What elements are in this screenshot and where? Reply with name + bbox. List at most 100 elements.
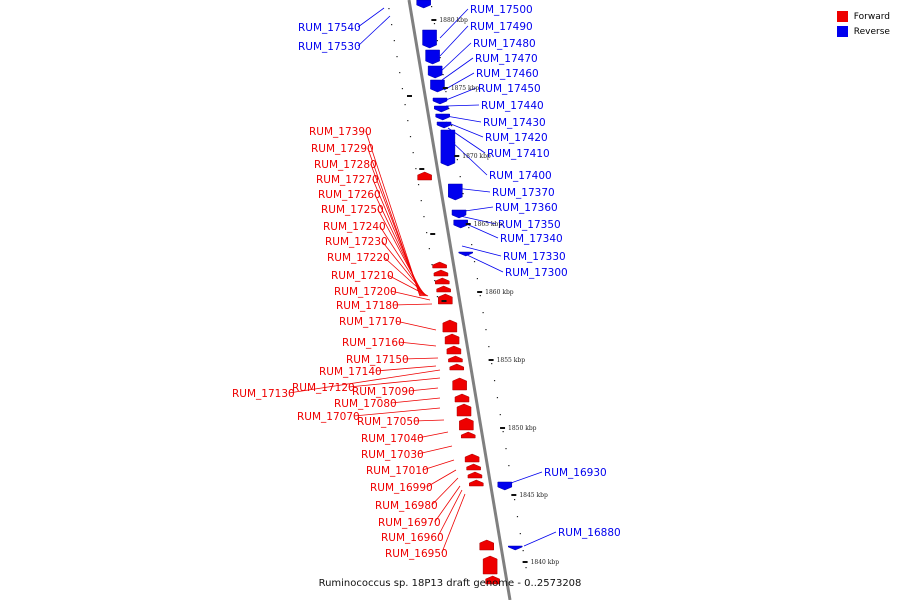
- reverse-gene-label[interactable]: RUM_17460: [476, 68, 539, 80]
- forward-gene-label[interactable]: RUM_17290: [311, 143, 374, 155]
- forward-gene-label[interactable]: RUM_17080: [334, 398, 397, 410]
- forward-gene-label[interactable]: RUM_16950: [385, 548, 448, 560]
- reverse-gene-label[interactable]: RUM_17400: [489, 170, 552, 182]
- forward-gene-shape[interactable]: [438, 293, 453, 305]
- reverse-gene-label[interactable]: RUM_17370: [492, 187, 555, 199]
- forward-gene-label[interactable]: RUM_17180: [336, 300, 399, 312]
- forward-gene-label[interactable]: RUM_17160: [342, 337, 405, 349]
- kbp-marker-label: 1875 kbp: [451, 85, 480, 92]
- forward-gene-shape[interactable]: [479, 539, 494, 551]
- forward-gene-label[interactable]: RUM_17070: [297, 411, 360, 423]
- reverse-gene-label[interactable]: RUM_17440: [481, 100, 544, 112]
- forward-gene-shape[interactable]: [432, 261, 447, 269]
- forward-gene-label[interactable]: RUM_17040: [361, 433, 424, 445]
- forward-gene-shape[interactable]: [460, 431, 476, 439]
- forward-leader-line: [398, 341, 437, 347]
- reverse-gene-label[interactable]: RUM_17430: [483, 117, 546, 129]
- forward-gene-label[interactable]: RUM_17140: [319, 366, 382, 378]
- forward-gene-label[interactable]: RUM_17220: [327, 252, 390, 264]
- forward-gene-shape[interactable]: [482, 555, 498, 575]
- reverse-leader-line: [464, 253, 504, 273]
- forward-gene-label[interactable]: RUM_17090: [352, 386, 415, 398]
- reverse-gene-shape[interactable]: [440, 129, 456, 167]
- reverse-gene-shape[interactable]: [422, 29, 437, 49]
- reverse-gene-label[interactable]: RUM_17330: [503, 251, 566, 263]
- reverse-leader-line: [459, 215, 497, 225]
- forward-gene-shape[interactable]: [459, 417, 474, 431]
- forward-gene-shape[interactable]: [417, 171, 432, 181]
- forward-gene-label[interactable]: RUM_16980: [375, 500, 438, 512]
- forward-gene-shape[interactable]: [444, 333, 460, 345]
- forward-gene-label[interactable]: RUM_17200: [334, 286, 397, 298]
- reverse-gene-shape[interactable]: [453, 219, 468, 229]
- reverse-gene-shape[interactable]: [427, 65, 443, 79]
- reverse-gene-label[interactable]: RUM_16880: [558, 527, 621, 539]
- scale-dot: [407, 120, 409, 122]
- reverse-gene-label[interactable]: RUM_17340: [500, 233, 563, 245]
- forward-gene-shape[interactable]: [469, 479, 484, 487]
- reverse-gene-shape[interactable]: [507, 545, 523, 551]
- reverse-gene-shape[interactable]: [434, 105, 449, 113]
- forward-gene-label[interactable]: RUM_17170: [339, 316, 402, 328]
- forward-gene-label[interactable]: RUM_17030: [361, 449, 424, 461]
- forward-gene-shape[interactable]: [448, 355, 463, 363]
- forward-gene-label[interactable]: RUM_17210: [331, 270, 394, 282]
- reverse-gene-label[interactable]: RUM_17410: [487, 148, 550, 160]
- forward-gene-label[interactable]: RUM_17050: [357, 416, 420, 428]
- forward-gene-label[interactable]: RUM_17260: [318, 189, 381, 201]
- forward-gene-shape[interactable]: [467, 471, 483, 479]
- reverse-gene-label[interactable]: RUM_17300: [505, 267, 568, 279]
- forward-gene-label[interactable]: RUM_17390: [309, 126, 372, 138]
- forward-gene-shape[interactable]: [454, 393, 470, 403]
- reverse-gene-label[interactable]: RUM_17490: [470, 21, 533, 33]
- reverse-gene-label[interactable]: RUM_17350: [498, 219, 561, 231]
- forward-gene-label[interactable]: RUM_16990: [370, 482, 433, 494]
- reverse-gene-shape[interactable]: [425, 49, 440, 65]
- reverse-gene-label[interactable]: RUM_17540: [298, 22, 361, 34]
- forward-gene-label[interactable]: RUM_17150: [346, 354, 409, 366]
- reverse-gene-shape[interactable]: [435, 113, 450, 121]
- kbp-marker-label: 1850 kbp: [508, 425, 537, 432]
- forward-gene-shape[interactable]: [456, 403, 472, 417]
- forward-gene-label[interactable]: RUM_16970: [378, 517, 441, 529]
- kbp-markers: 1880 kbp 1875 kbp 1870 kbp 1865 kbp 1860 kbp…: [406, 17, 559, 566]
- forward-gene-shape[interactable]: [435, 277, 450, 285]
- forward-gene-shape[interactable]: [442, 319, 458, 333]
- forward-gene-shape[interactable]: [433, 269, 449, 277]
- reverse-gene-label[interactable]: RUM_17480: [473, 38, 536, 50]
- reverse-gene-label[interactable]: RUM_16930: [544, 467, 607, 479]
- forward-gene-label[interactable]: RUM_17230: [325, 236, 388, 248]
- scale-dot: [473, 261, 476, 263]
- forward-gene-label[interactable]: RUM_17280: [314, 159, 377, 171]
- reverse-gene-shape[interactable]: [430, 79, 445, 93]
- reverse-gene-label[interactable]: RUM_17470: [475, 53, 538, 65]
- forward-gene-shape[interactable]: [446, 345, 462, 355]
- kbp-marker-label: 1855 kbp: [497, 357, 526, 364]
- forward-gene-label[interactable]: RUM_17010: [366, 465, 429, 477]
- forward-gene-shape[interactable]: [452, 377, 467, 391]
- scale-dot: [488, 346, 490, 348]
- reverse-gene-label[interactable]: RUM_17450: [478, 83, 541, 95]
- forward-gene-shape[interactable]: [464, 453, 480, 463]
- reverse-gene-shape[interactable]: [448, 183, 463, 201]
- genome-line: [407, 0, 512, 600]
- reverse-gene-shape[interactable]: [436, 121, 452, 129]
- reverse-gene-label[interactable]: RUM_17500: [470, 4, 533, 16]
- scale-dot: [522, 550, 524, 552]
- scale-dot: [459, 176, 461, 178]
- reverse-gene-label[interactable]: RUM_17420: [485, 132, 548, 144]
- forward-gene-label[interactable]: RUM_17240: [323, 221, 386, 233]
- reverse-gene-shape[interactable]: [416, 0, 431, 9]
- forward-gene-label[interactable]: RUM_17250: [321, 204, 384, 216]
- forward-gene-shape[interactable]: [485, 575, 500, 585]
- forward-gene-label[interactable]: RUM_17120: [292, 382, 355, 394]
- forward-gene-shape[interactable]: [436, 285, 451, 293]
- forward-gene-shape[interactable]: [466, 463, 481, 471]
- reverse-gene-label[interactable]: RUM_17530: [298, 41, 361, 53]
- reverse-gene-label[interactable]: RUM_17360: [495, 202, 558, 214]
- reverse-gene-shape[interactable]: [432, 97, 448, 105]
- forward-gene-label[interactable]: RUM_16960: [381, 532, 444, 544]
- forward-gene-label[interactable]: RUM_17270: [316, 174, 379, 186]
- forward-gene-label[interactable]: RUM_17130: [232, 388, 295, 400]
- forward-gene-shape[interactable]: [449, 363, 465, 371]
